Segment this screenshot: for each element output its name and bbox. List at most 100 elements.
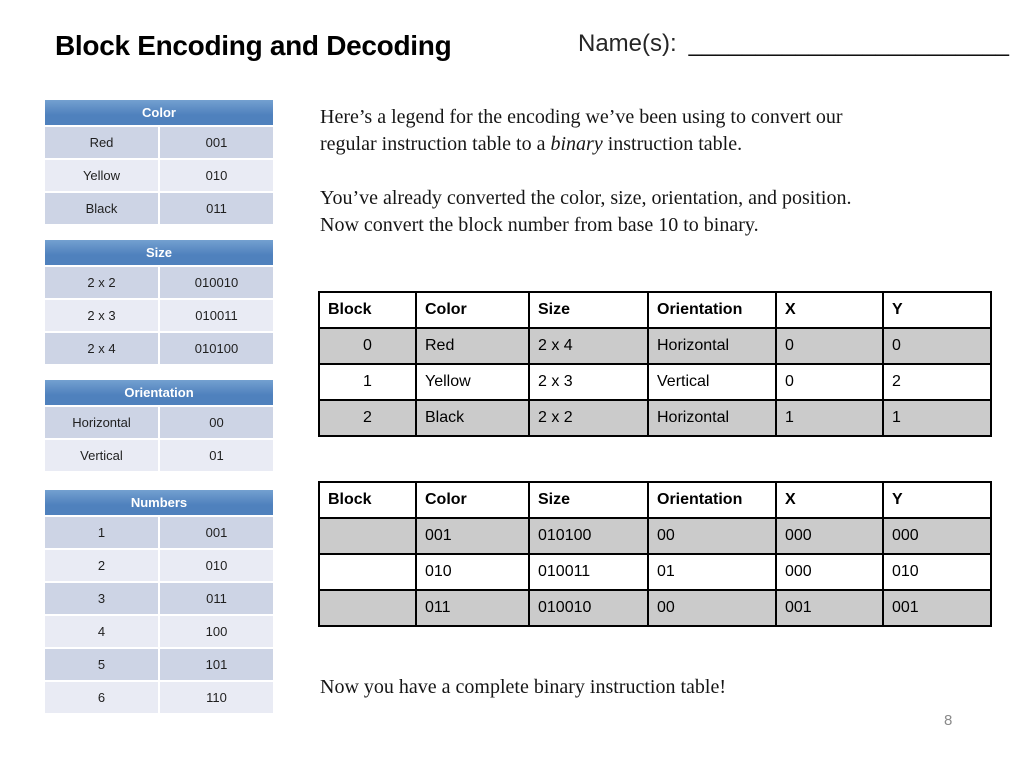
- cell-block-empty: [318, 553, 417, 591]
- legend-cell-value: 110: [160, 682, 273, 713]
- legend-table-orientation-header: Orientation: [45, 380, 273, 405]
- cell-size: 2 x 3: [528, 363, 649, 401]
- legend-cell-value: 011: [160, 583, 273, 614]
- column-header-size: Size: [528, 481, 649, 519]
- closing-statement: Now you have a complete binary instructi…: [320, 676, 726, 698]
- legend-cell-label: Horizontal: [45, 407, 160, 438]
- legend-row: Horizontal 00: [45, 405, 273, 438]
- cell-size: 2 x 2: [528, 399, 649, 437]
- name-label: Name(s):: [578, 30, 677, 57]
- column-header-orientation: Orientation: [647, 481, 777, 519]
- legend-cell-label: Red: [45, 127, 160, 158]
- legend-row: Vertical 01: [45, 438, 273, 471]
- column-header-x: X: [775, 291, 884, 329]
- cell-orientation: Horizontal: [647, 327, 777, 365]
- cell-orientation: 01: [647, 553, 777, 591]
- cell-orientation: Horizontal: [647, 399, 777, 437]
- legend-row: Black 011: [45, 191, 273, 224]
- intro-paragraph-1: Here’s a legend for the encoding we’ve b…: [320, 104, 1000, 158]
- cell-y: 001: [882, 589, 992, 627]
- intro-p2-line1: You’ve already converted the color, size…: [320, 187, 852, 209]
- intro-p1-line1: Here’s a legend for the encoding we’ve b…: [320, 106, 843, 128]
- legend-row: Red 001: [45, 125, 273, 158]
- cell-x: 000: [775, 517, 884, 555]
- cell-y: 000: [882, 517, 992, 555]
- column-header-x: X: [775, 481, 884, 519]
- table-header-row: Block Color Size Orientation X Y: [318, 481, 992, 519]
- binary-table: Block Color Size Orientation X Y 001 010…: [318, 481, 992, 627]
- cell-x: 000: [775, 553, 884, 591]
- cell-size: 010011: [528, 553, 649, 591]
- column-header-color: Color: [415, 481, 530, 519]
- legend-cell-label: 3: [45, 583, 160, 614]
- legend-cell-value: 010011: [160, 300, 273, 331]
- table-row: 2 Black 2 x 2 Horizontal 1 1: [318, 399, 992, 437]
- cell-x: 0: [775, 363, 884, 401]
- legend-table-numbers: Numbers 1 001 2 010 3 011 4 100 5 101 6 …: [45, 490, 273, 713]
- legend-cell-label: Black: [45, 193, 160, 224]
- table-row: 1 Yellow 2 x 3 Vertical 0 2: [318, 363, 992, 401]
- intro-p2-line2: Now convert the block number from base 1…: [320, 214, 759, 236]
- legend-table-size-header: Size: [45, 240, 273, 265]
- legend-cell-label: Yellow: [45, 160, 160, 191]
- cell-x: 0: [775, 327, 884, 365]
- legend-row: 2 x 2 010010: [45, 265, 273, 298]
- legend-cell-value: 00: [160, 407, 273, 438]
- intro-p1-line2-pre: regular instruction table to a: [320, 133, 551, 155]
- column-header-color: Color: [415, 291, 530, 329]
- cell-orientation: 00: [647, 589, 777, 627]
- legend-row: 4 100: [45, 614, 273, 647]
- legend-row: 1 001: [45, 515, 273, 548]
- cell-x: 1: [775, 399, 884, 437]
- table-row: 0 Red 2 x 4 Horizontal 0 0: [318, 327, 992, 365]
- cell-size: 010010: [528, 589, 649, 627]
- intro-paragraph-2: You’ve already converted the color, size…: [320, 185, 1000, 239]
- legend-cell-value: 001: [160, 517, 273, 548]
- legend-cell-value: 01: [160, 440, 273, 471]
- legend-row: 2 x 4 010100: [45, 331, 273, 364]
- column-header-orientation: Orientation: [647, 291, 777, 329]
- legend-row: 3 011: [45, 581, 273, 614]
- legend-cell-label: 2 x 3: [45, 300, 160, 331]
- cell-color: Yellow: [415, 363, 530, 401]
- page-number: 8: [944, 712, 953, 729]
- cell-y: 1: [882, 399, 992, 437]
- legend-cell-value: 011: [160, 193, 273, 224]
- cell-y: 2: [882, 363, 992, 401]
- name-field: Name(s): ________________________: [578, 30, 1009, 58]
- table-row: 001 010100 00 000 000: [318, 517, 992, 555]
- table-row: 011 010010 00 001 001: [318, 589, 992, 627]
- column-header-block: Block: [318, 481, 417, 519]
- intro-p1-italic-word: binary: [550, 133, 603, 155]
- cell-x: 001: [775, 589, 884, 627]
- cell-size: 2 x 4: [528, 327, 649, 365]
- column-header-y: Y: [882, 291, 992, 329]
- cell-y: 0: [882, 327, 992, 365]
- cell-size: 010100: [528, 517, 649, 555]
- name-blank-line: ________________________: [688, 30, 1010, 57]
- legend-row: Yellow 010: [45, 158, 273, 191]
- legend-table-color-header: Color: [45, 100, 273, 125]
- legend-cell-label: 2: [45, 550, 160, 581]
- legend-table-size: Size 2 x 2 010010 2 x 3 010011 2 x 4 010…: [45, 240, 273, 364]
- cell-color: 010: [415, 553, 530, 591]
- legend-cell-label: 2 x 4: [45, 333, 160, 364]
- legend-row: 5 101: [45, 647, 273, 680]
- intro-text: Here’s a legend for the encoding we’ve b…: [320, 104, 1000, 239]
- cell-color: 011: [415, 589, 530, 627]
- column-header-y: Y: [882, 481, 992, 519]
- legend-row: 6 110: [45, 680, 273, 713]
- page-title: Block Encoding and Decoding: [55, 30, 452, 61]
- legend-table-orientation: Orientation Horizontal 00 Vertical 01: [45, 380, 273, 471]
- legend-cell-label: 5: [45, 649, 160, 680]
- table-row: 010 010011 01 000 010: [318, 553, 992, 591]
- instruction-table: Block Color Size Orientation X Y 0 Red 2…: [318, 291, 992, 437]
- cell-y: 010: [882, 553, 992, 591]
- legend-cell-value: 101: [160, 649, 273, 680]
- legend-cell-label: Vertical: [45, 440, 160, 471]
- cell-block: 2: [318, 399, 417, 437]
- legend-row: 2 010: [45, 548, 273, 581]
- cell-block-empty: [318, 517, 417, 555]
- legend-table-numbers-header: Numbers: [45, 490, 273, 515]
